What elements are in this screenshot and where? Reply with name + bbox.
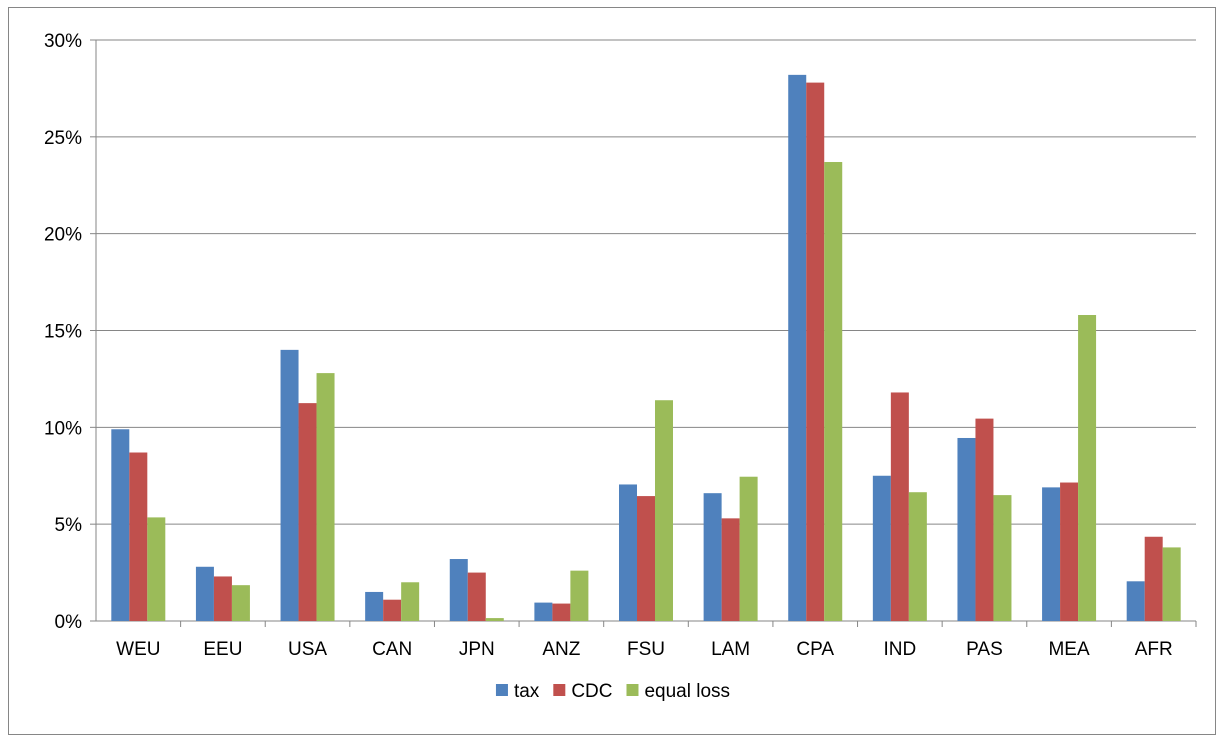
bar-equal-loss-fsu bbox=[655, 400, 673, 621]
bar-tax-usa bbox=[280, 349, 299, 621]
bar-equal-loss-jpn bbox=[485, 618, 504, 621]
bars bbox=[111, 74, 1181, 622]
bar-cdc-pas bbox=[975, 418, 994, 621]
bar-tax-eeu bbox=[195, 566, 214, 621]
bar-cdc-cpa bbox=[806, 82, 825, 621]
y-tick-label: 10% bbox=[44, 418, 82, 439]
legend: tax CDC equal loss bbox=[495, 681, 730, 702]
x-tick-label: EEU bbox=[203, 639, 242, 660]
bar-tax-fsu bbox=[619, 484, 637, 621]
x-tick-label: WEU bbox=[116, 639, 160, 660]
y-tick-label: 0% bbox=[55, 612, 83, 633]
bar-equal-loss-weu bbox=[147, 517, 166, 621]
bar-tax-cpa bbox=[788, 74, 807, 622]
bar-chart: 0% 5% 10% 15% 20% 25% 30% WEU EEU USA CAN JPN ANZ FS… bbox=[44, 31, 1197, 702]
bar-cdc-jpn bbox=[467, 572, 486, 621]
bar-equal-loss-cpa bbox=[824, 162, 843, 621]
legend-label: CDC bbox=[571, 681, 612, 702]
y-tick-label: 5% bbox=[55, 515, 83, 536]
x-tick-label: USA bbox=[288, 639, 327, 660]
legend-swatch-equal-loss bbox=[626, 684, 639, 696]
bar-tax-anz bbox=[534, 602, 553, 621]
bar-equal-loss-ind bbox=[908, 492, 927, 621]
bar-equal-loss-pas bbox=[993, 495, 1012, 621]
bar-cdc-afr bbox=[1144, 536, 1163, 621]
y-tick-label: 30% bbox=[44, 31, 82, 52]
bar-cdc-usa bbox=[298, 403, 317, 621]
x-tick-label: LAM bbox=[711, 639, 750, 660]
chart-frame: 0% 5% 10% 15% 20% 25% 30% WEU EEU USA CAN JPN ANZ FS… bbox=[8, 7, 1216, 735]
bar-tax-afr bbox=[1126, 581, 1145, 621]
legend-swatch-tax bbox=[495, 684, 508, 696]
legend-label: tax bbox=[514, 681, 540, 702]
bar-equal-loss-anz bbox=[570, 570, 589, 621]
y-tick-label: 20% bbox=[44, 225, 82, 246]
x-tick-label: ANZ bbox=[542, 639, 580, 660]
legend-swatch-cdc bbox=[553, 684, 566, 696]
x-axis-tick-labels: WEU EEU USA CAN JPN ANZ FSU LAM CPA IND PAS MEA AFR bbox=[116, 639, 1173, 660]
bar-tax-ind bbox=[872, 475, 891, 621]
bar-tax-jpn bbox=[449, 559, 468, 621]
x-tick-label: JPN bbox=[459, 639, 495, 660]
bar-cdc-lam bbox=[721, 518, 740, 621]
y-tick-label: 25% bbox=[44, 128, 82, 149]
x-tick-label: PAS bbox=[966, 639, 1003, 660]
bar-equal-loss-afr bbox=[1162, 547, 1181, 621]
bar-cdc-eeu bbox=[213, 576, 232, 621]
bar-cdc-ind bbox=[890, 392, 909, 621]
legend-label: equal loss bbox=[644, 681, 730, 702]
x-tick-label: AFR bbox=[1135, 639, 1173, 660]
bar-tax-pas bbox=[957, 437, 976, 621]
x-tick-label: FSU bbox=[627, 639, 665, 660]
bar-cdc-fsu bbox=[637, 496, 655, 621]
bar-tax-weu bbox=[111, 429, 130, 621]
bar-cdc-can bbox=[383, 599, 402, 621]
x-tick-label: IND bbox=[883, 639, 916, 660]
bar-equal-loss-can bbox=[401, 582, 420, 621]
bar-cdc-mea bbox=[1060, 482, 1079, 621]
x-tick-label: CPA bbox=[796, 639, 834, 660]
bar-tax-lam bbox=[703, 493, 722, 621]
bar-tax-mea bbox=[1042, 487, 1061, 621]
y-tick-label: 15% bbox=[44, 322, 82, 343]
y-axis-tick-labels: 0% 5% 10% 15% 20% 25% 30% bbox=[44, 31, 82, 633]
bar-equal-loss-usa bbox=[316, 373, 335, 621]
bar-tax-can bbox=[365, 591, 384, 621]
bar-cdc-anz bbox=[552, 603, 571, 621]
gridlines bbox=[96, 39, 1196, 525]
x-tick-label: MEA bbox=[1048, 639, 1090, 660]
bar-equal-loss-mea bbox=[1078, 315, 1097, 621]
x-tick-label: CAN bbox=[372, 639, 412, 660]
bar-equal-loss-lam bbox=[739, 476, 758, 621]
bar-cdc-weu bbox=[129, 452, 148, 621]
bar-equal-loss-eeu bbox=[231, 585, 250, 621]
